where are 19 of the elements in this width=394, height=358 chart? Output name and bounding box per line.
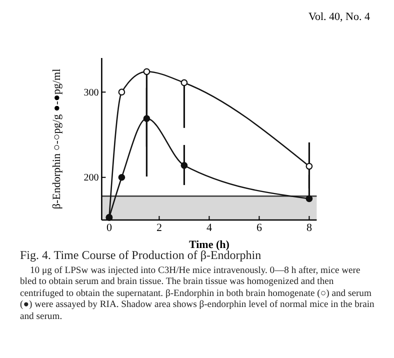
text: 10 μg of LPSw was injected into C3H/He mice intravenously. 0—8 h after, mice were bled to obtain serum and brain tissue. The brain tissue was homogenized and then centrifuged to obtain the supernatant. β-Endorphin in both brain homogenate (○) and serum (●) were assayed by RIA. Shadow area shows β-endorphin level of normal mice in the brain and serum.: [20, 264, 375, 322]
point: [306, 162, 313, 170]
y-tick-label: 300: [84, 87, 99, 98]
point: [143, 68, 150, 76]
x-axis-title: Time (h): [188, 239, 230, 251]
y-axis-title: β-Endorphin ○-○pg/g ●-●pg/ml: [51, 68, 63, 210]
x-tick-label: 4: [206, 222, 212, 234]
text: Vol. 40, No. 4: [308, 11, 370, 23]
point: [180, 162, 188, 169]
point: [118, 174, 126, 181]
x-tick-label: 2: [156, 222, 162, 234]
point: [118, 88, 126, 96]
x-tick-label: 0: [106, 222, 112, 234]
y-tick-label: 200: [84, 172, 99, 184]
point: [306, 195, 313, 202]
x-tick-label: 6: [256, 222, 262, 234]
x-tick-label: 8: [306, 222, 312, 234]
point: [180, 79, 188, 86]
point: [143, 115, 150, 122]
